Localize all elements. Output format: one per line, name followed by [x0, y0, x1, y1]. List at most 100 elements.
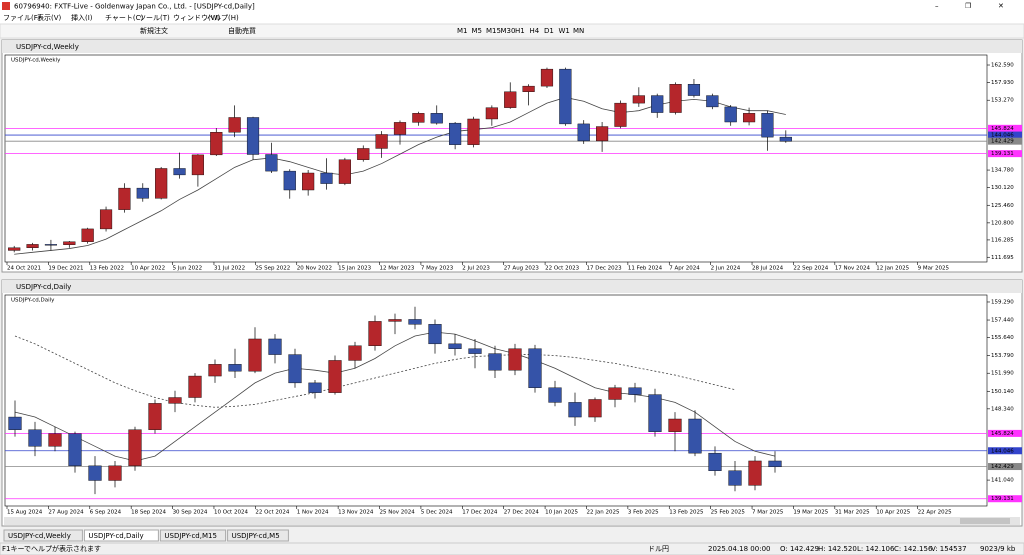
- price-label: 145.824: [991, 431, 1014, 437]
- maximize[interactable]: ❐: [965, 2, 971, 10]
- x-tick-label: 13 Feb 2025: [669, 510, 704, 516]
- candle-body: [688, 418, 702, 454]
- candle-body: [485, 107, 498, 120]
- timeframe-button[interactable]: D1: [544, 27, 554, 35]
- status-bar: [0, 542, 1024, 555]
- candle-body: [504, 91, 517, 108]
- auto-trade-button[interactable]: 自動売買: [228, 26, 256, 35]
- candle-body: [408, 319, 422, 325]
- x-tick-label: 7 Apr 2024: [669, 266, 700, 272]
- menu-item[interactable]: 表示(V): [37, 13, 62, 22]
- status-close: C: 142.156: [894, 545, 933, 553]
- candle-body: [548, 387, 562, 403]
- candle-body: [357, 148, 370, 160]
- timeframe-button[interactable]: M1: [457, 27, 468, 35]
- y-tick-label: 130.120: [991, 185, 1014, 191]
- y-tick-label: 111.695: [991, 255, 1014, 261]
- candle-body: [742, 113, 756, 123]
- candle-body: [228, 117, 241, 133]
- tab[interactable]: [227, 529, 289, 542]
- moving-average: [14, 331, 776, 462]
- status-high: H: 142.520: [818, 545, 857, 553]
- candle-body: [173, 168, 186, 176]
- price-label: 145.824: [991, 126, 1014, 132]
- candle-body: [412, 113, 425, 123]
- timeframe-button[interactable]: M5: [472, 27, 483, 35]
- scrollbar[interactable]: [4, 517, 1020, 525]
- x-tick-label: 2 Jul 2023: [462, 266, 490, 272]
- candle-body: [320, 172, 333, 184]
- candle-body: [288, 354, 302, 384]
- candle-body: [168, 397, 182, 404]
- y-tick-label: 151.990: [991, 371, 1014, 377]
- price-label: 142.429: [991, 464, 1014, 470]
- close[interactable]: ✕: [998, 2, 1004, 10]
- y-tick-label: 134.780: [991, 168, 1014, 174]
- candle-body: [155, 168, 168, 199]
- title-bar: [0, 0, 1024, 12]
- tab-label[interactable]: USDJPY-cd,M15: [164, 532, 217, 540]
- x-tick-label: 25 Nov 2024: [380, 510, 416, 516]
- x-tick-label: 1 Nov 2024: [297, 510, 329, 516]
- scroll-thumb[interactable]: [960, 518, 1010, 524]
- minimize[interactable]: –: [935, 2, 939, 10]
- daily-window-title: USDJPY-cd,Daily: [16, 283, 71, 291]
- y-tick-label: 116.285: [991, 237, 1014, 243]
- tab-label[interactable]: USDJPY-cd,M5: [232, 532, 280, 540]
- status-traffic: 9023/9 kb: [980, 545, 1016, 553]
- candle-body: [8, 247, 21, 251]
- x-tick-label: 17 Dec 2023: [586, 266, 622, 272]
- chart-label: USDJPY-cd,Daily: [11, 298, 55, 304]
- tab[interactable]: [159, 529, 227, 542]
- timeframe-button[interactable]: H4: [530, 27, 540, 35]
- candle-body: [368, 321, 382, 346]
- timeframe-button[interactable]: M30: [501, 27, 516, 35]
- candle-body: [588, 399, 602, 418]
- price-label-bg: [988, 447, 1022, 455]
- candle-body: [577, 123, 590, 142]
- candle-body: [99, 209, 113, 230]
- tab-label[interactable]: USDJPY-cd,Weekly: [8, 532, 71, 540]
- x-tick-label: 28 Jul 2024: [752, 266, 784, 272]
- candle-body: [375, 134, 388, 149]
- menu-item[interactable]: ファイル(F): [3, 14, 41, 22]
- menu-item[interactable]: チャート(C): [105, 14, 144, 22]
- x-tick-label: 30 Sep 2024: [173, 510, 208, 516]
- x-tick-label: 19 Mar 2025: [793, 510, 828, 516]
- candle-body: [8, 416, 22, 430]
- tab[interactable]: [3, 529, 83, 542]
- candle-body: [248, 338, 262, 372]
- candle-body: [724, 106, 737, 123]
- candle-body: [628, 387, 642, 395]
- candle-body: [687, 84, 701, 96]
- candle-body: [706, 95, 719, 108]
- candle-body: [648, 394, 662, 432]
- tab-label[interactable]: USDJPY-cd,Daily: [88, 532, 143, 540]
- menu-item[interactable]: 挿入(I): [71, 13, 93, 22]
- y-tick-label: 157.930: [991, 80, 1014, 86]
- candle-body: [308, 382, 322, 393]
- timeframe-button[interactable]: W1: [559, 27, 570, 35]
- menu-item[interactable]: ヘルプ(H): [207, 14, 239, 22]
- x-tick-label: 5 Jun 2022: [173, 266, 203, 272]
- candle-body: [188, 375, 202, 398]
- candle-body: [210, 132, 223, 156]
- x-tick-label: 13 Feb 2022: [90, 266, 124, 272]
- candle-body: [522, 85, 535, 92]
- menu-item[interactable]: ウィンドウ(W): [173, 14, 221, 22]
- timeframe-button[interactable]: M15: [486, 27, 501, 35]
- tab[interactable]: [83, 529, 159, 542]
- timeframe-button[interactable]: MN: [573, 27, 584, 35]
- candle-body: [81, 228, 94, 242]
- price-label-bg: [988, 124, 1022, 132]
- candle-body: [302, 172, 315, 191]
- timeframe-button[interactable]: H1: [515, 27, 525, 35]
- x-tick-label: 11 Feb 2024: [628, 266, 663, 272]
- x-tick-label: 22 Apr 2025: [918, 510, 953, 516]
- menu-item[interactable]: ツール(T): [139, 14, 170, 22]
- new-order-button[interactable]: 新規注文: [140, 26, 168, 35]
- chart-label: USDJPY-cd,Weekly: [11, 58, 61, 64]
- candle-body: [488, 353, 502, 371]
